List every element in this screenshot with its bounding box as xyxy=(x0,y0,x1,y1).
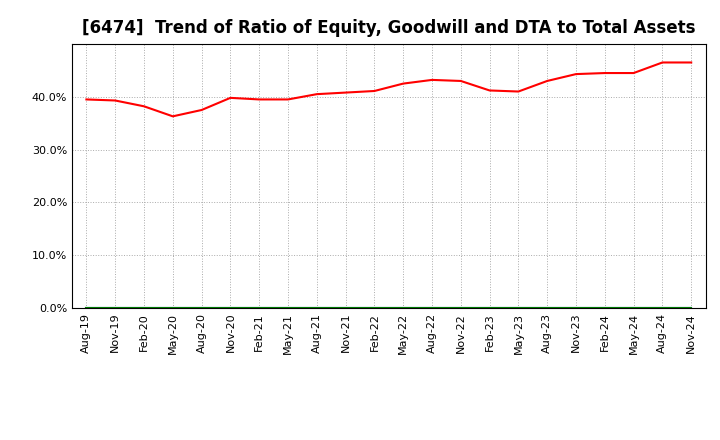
Deferred Tax Assets xyxy=(111,305,120,311)
Equity xyxy=(226,95,235,100)
Deferred Tax Assets xyxy=(255,305,264,311)
Goodwill xyxy=(284,305,292,311)
Goodwill xyxy=(600,305,609,311)
Goodwill xyxy=(140,305,148,311)
Goodwill xyxy=(572,305,580,311)
Deferred Tax Assets xyxy=(456,305,465,311)
Line: Equity: Equity xyxy=(86,62,691,116)
Equity xyxy=(399,81,408,86)
Equity xyxy=(456,78,465,84)
Deferred Tax Assets xyxy=(82,305,91,311)
Deferred Tax Assets xyxy=(629,305,638,311)
Equity xyxy=(370,88,379,94)
Deferred Tax Assets xyxy=(226,305,235,311)
Deferred Tax Assets xyxy=(428,305,436,311)
Equity xyxy=(284,97,292,102)
Deferred Tax Assets xyxy=(543,305,552,311)
Goodwill xyxy=(629,305,638,311)
Goodwill xyxy=(255,305,264,311)
Goodwill xyxy=(197,305,206,311)
Deferred Tax Assets xyxy=(572,305,580,311)
Deferred Tax Assets xyxy=(514,305,523,311)
Equity xyxy=(485,88,494,93)
Goodwill xyxy=(456,305,465,311)
Goodwill xyxy=(658,305,667,311)
Deferred Tax Assets xyxy=(399,305,408,311)
Equity xyxy=(658,60,667,65)
Deferred Tax Assets xyxy=(370,305,379,311)
Deferred Tax Assets xyxy=(600,305,609,311)
Equity xyxy=(82,97,91,102)
Goodwill xyxy=(226,305,235,311)
Equity xyxy=(197,107,206,113)
Equity xyxy=(168,114,177,119)
Equity xyxy=(255,97,264,102)
Equity xyxy=(600,70,609,76)
Deferred Tax Assets xyxy=(168,305,177,311)
Deferred Tax Assets xyxy=(312,305,321,311)
Deferred Tax Assets xyxy=(140,305,148,311)
Equity xyxy=(629,70,638,76)
Goodwill xyxy=(111,305,120,311)
Title: [6474]  Trend of Ratio of Equity, Goodwill and DTA to Total Assets: [6474] Trend of Ratio of Equity, Goodwil… xyxy=(82,19,696,37)
Goodwill xyxy=(485,305,494,311)
Equity xyxy=(341,90,350,95)
Goodwill xyxy=(399,305,408,311)
Equity xyxy=(111,98,120,103)
Goodwill xyxy=(312,305,321,311)
Equity xyxy=(572,71,580,77)
Equity xyxy=(428,77,436,83)
Deferred Tax Assets xyxy=(658,305,667,311)
Deferred Tax Assets xyxy=(284,305,292,311)
Goodwill xyxy=(370,305,379,311)
Equity xyxy=(543,78,552,84)
Deferred Tax Assets xyxy=(197,305,206,311)
Goodwill xyxy=(428,305,436,311)
Goodwill xyxy=(687,305,696,311)
Equity xyxy=(514,89,523,94)
Equity xyxy=(312,92,321,97)
Deferred Tax Assets xyxy=(485,305,494,311)
Deferred Tax Assets xyxy=(341,305,350,311)
Equity xyxy=(140,104,148,109)
Goodwill xyxy=(82,305,91,311)
Equity xyxy=(687,60,696,65)
Deferred Tax Assets xyxy=(687,305,696,311)
Goodwill xyxy=(168,305,177,311)
Goodwill xyxy=(514,305,523,311)
Goodwill xyxy=(543,305,552,311)
Goodwill xyxy=(341,305,350,311)
